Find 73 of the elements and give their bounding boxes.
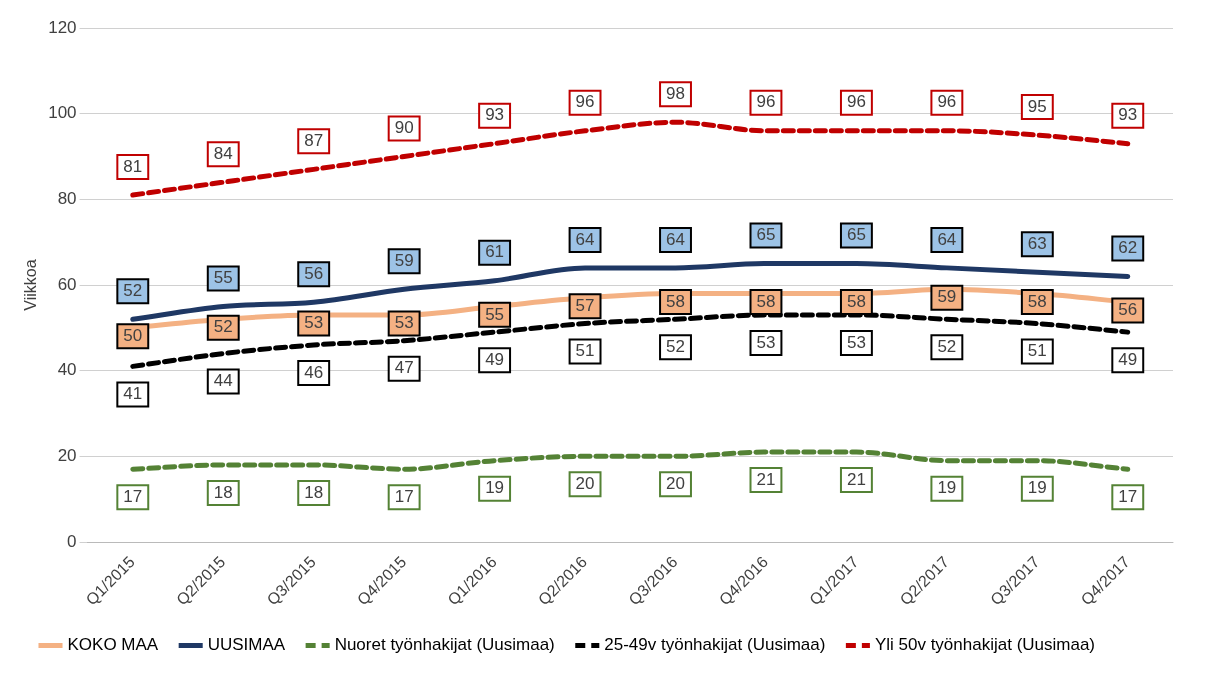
legend-label: UUSIMAA [207,635,286,655]
data-label: 20 [575,474,595,494]
data-label: 53 [394,313,414,333]
y-tick-label: 60 [57,274,77,294]
data-label: 96 [846,92,866,112]
data-label: 21 [756,469,776,489]
data-label: 56 [304,263,324,283]
data-label: 20 [666,474,685,494]
data-label: 53 [756,332,776,352]
data-label: 49 [1118,349,1138,369]
legend-label: Yli 50v työnhakijat (Uusimaa) [874,635,1096,655]
data-label: 19 [1027,478,1047,498]
data-label: 81 [123,156,143,176]
data-label: 63 [1027,233,1047,253]
data-label: 58 [1027,291,1047,311]
legend-label: KOKO MAA [67,635,159,655]
data-label: 84 [213,143,233,163]
data-label: 21 [846,469,866,489]
legend-label: Nuoret työnhakijat (Uusimaa) [334,635,555,655]
data-label: 17 [123,486,143,506]
data-label: 55 [213,268,233,288]
data-label: 61 [485,242,505,262]
data-label: 58 [666,291,685,311]
y-tick-label: 0 [67,531,77,551]
data-label: 87 [304,131,324,151]
data-label: 19 [937,478,957,498]
data-label: 47 [394,358,414,378]
data-label: 55 [485,304,505,324]
data-label: 98 [666,83,685,103]
data-label: 49 [485,349,505,369]
data-label: 50 [123,325,143,345]
data-label: 52 [213,317,233,337]
data-label: 96 [575,92,595,112]
data-label: 65 [846,225,866,245]
data-label: 59 [937,287,957,307]
y-tick-label: 120 [48,17,77,37]
data-label: 59 [394,250,414,270]
data-label: 53 [304,313,324,333]
data-label: 18 [213,482,233,502]
data-label: 17 [394,486,414,506]
data-label: 64 [575,229,595,249]
data-label: 51 [1027,341,1047,361]
y-tick-label: 40 [57,360,77,380]
data-label: 96 [937,92,957,112]
data-label: 51 [575,341,595,361]
data-label: 17 [1118,486,1138,506]
y-axis-title: Viikkoa [22,259,40,311]
data-label: 52 [123,280,143,300]
y-tick-label: 20 [57,446,77,466]
data-label: 58 [846,291,866,311]
data-label: 96 [756,92,776,112]
data-label: 93 [485,105,505,125]
data-label: 56 [1118,300,1138,320]
data-label: 52 [666,336,685,356]
y-tick-label: 80 [57,189,77,209]
y-tick-label: 100 [48,103,77,123]
data-label: 46 [304,362,324,382]
data-label: 64 [937,229,957,249]
data-label: 62 [1118,238,1138,258]
data-label: 58 [756,291,776,311]
data-label: 93 [1118,105,1138,125]
data-label: 64 [666,229,685,249]
data-label: 44 [213,371,233,391]
data-label: 18 [304,482,324,502]
data-label: 57 [575,295,595,315]
data-label: 19 [485,478,505,498]
data-label: 90 [394,118,414,138]
data-label: 65 [756,225,776,245]
data-label: 95 [1027,96,1047,116]
data-label: 41 [123,384,143,404]
legend-label: 25-49v työnhakijat (Uusimaa) [604,635,826,655]
data-label: 53 [846,332,866,352]
data-label: 52 [937,336,957,356]
